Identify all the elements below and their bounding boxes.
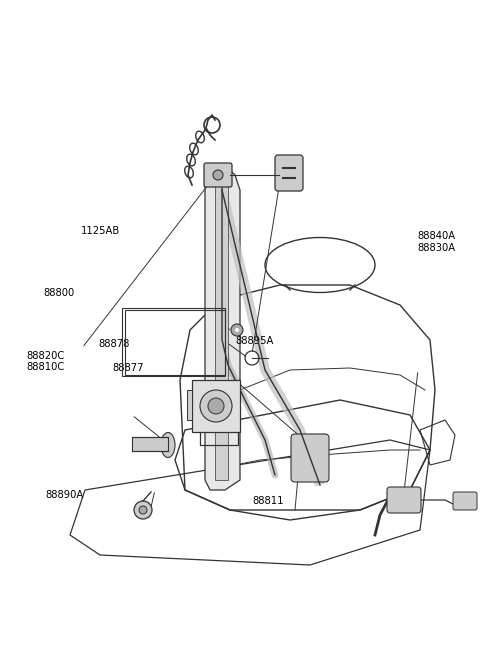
Bar — [187, 390, 192, 420]
Text: 88895A: 88895A — [235, 335, 274, 346]
Ellipse shape — [161, 432, 175, 457]
Circle shape — [213, 170, 223, 180]
FancyBboxPatch shape — [387, 487, 421, 513]
Circle shape — [208, 398, 224, 414]
Text: 88840A: 88840A — [418, 231, 456, 241]
Bar — [192, 380, 240, 432]
Text: 88890A: 88890A — [46, 489, 84, 500]
Text: 88830A: 88830A — [418, 242, 456, 253]
Text: 88820C: 88820C — [26, 350, 65, 361]
Circle shape — [134, 501, 152, 519]
Circle shape — [231, 324, 243, 336]
Circle shape — [235, 328, 239, 332]
Bar — [125, 310, 225, 375]
Text: 88810C: 88810C — [26, 362, 65, 372]
FancyBboxPatch shape — [275, 155, 303, 191]
FancyBboxPatch shape — [291, 434, 329, 482]
Polygon shape — [205, 165, 240, 490]
Bar — [132, 437, 168, 451]
Polygon shape — [215, 170, 228, 480]
Text: 88877: 88877 — [113, 363, 144, 373]
Circle shape — [139, 506, 147, 514]
Text: 88878: 88878 — [98, 339, 130, 349]
Text: 88800: 88800 — [43, 288, 74, 299]
Text: 1125AB: 1125AB — [81, 226, 120, 236]
Bar — [122, 308, 225, 376]
FancyBboxPatch shape — [453, 492, 477, 510]
FancyBboxPatch shape — [204, 163, 232, 187]
Circle shape — [200, 390, 232, 422]
Text: 88811: 88811 — [252, 496, 284, 506]
